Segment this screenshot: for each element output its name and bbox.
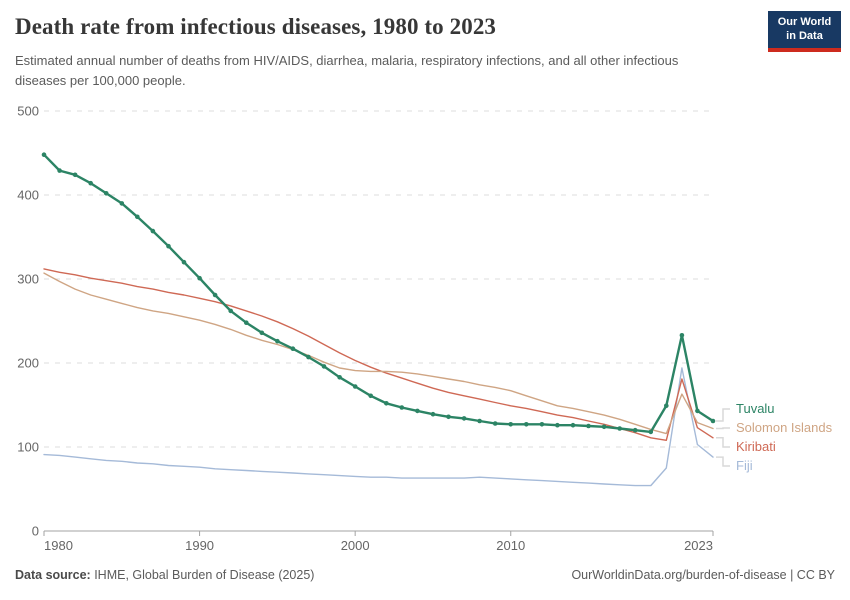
legend-label-tuvalu[interactable]: Tuvalu bbox=[736, 401, 775, 416]
chart-footer: Data source: IHME, Global Burden of Dise… bbox=[15, 568, 835, 582]
data-source-text: IHME, Global Burden of Disease (2025) bbox=[90, 568, 315, 582]
svg-text:2010: 2010 bbox=[496, 538, 525, 553]
logo-line2: in Data bbox=[786, 29, 823, 42]
svg-text:400: 400 bbox=[17, 188, 39, 203]
chart-subtitle: Estimated annual number of deaths from H… bbox=[15, 53, 679, 89]
svg-text:2000: 2000 bbox=[341, 538, 370, 553]
svg-text:300: 300 bbox=[17, 272, 39, 287]
owid-logo[interactable]: Our World in Data bbox=[768, 11, 841, 52]
attribution-link[interactable]: OurWorldinData.org/burden-of-disease | C… bbox=[571, 568, 835, 582]
svg-text:200: 200 bbox=[17, 356, 39, 371]
data-source: Data source: IHME, Global Burden of Dise… bbox=[15, 568, 314, 582]
svg-text:1980: 1980 bbox=[44, 538, 73, 553]
svg-text:100: 100 bbox=[17, 440, 39, 455]
svg-text:1990: 1990 bbox=[185, 538, 214, 553]
logo-line1: Our World bbox=[777, 15, 832, 28]
legend-label-fiji[interactable]: Fiji bbox=[736, 458, 753, 473]
svg-text:500: 500 bbox=[17, 104, 39, 119]
chart-title: Death rate from infectious diseases, 198… bbox=[15, 14, 497, 39]
svg-text:2023: 2023 bbox=[684, 538, 713, 553]
legend-label-solomon-islands[interactable]: Solomon Islands bbox=[736, 420, 833, 435]
data-source-label: Data source: bbox=[15, 568, 91, 582]
svg-text:0: 0 bbox=[32, 524, 39, 539]
legend-label-kiribati[interactable]: Kiribati bbox=[736, 439, 776, 454]
